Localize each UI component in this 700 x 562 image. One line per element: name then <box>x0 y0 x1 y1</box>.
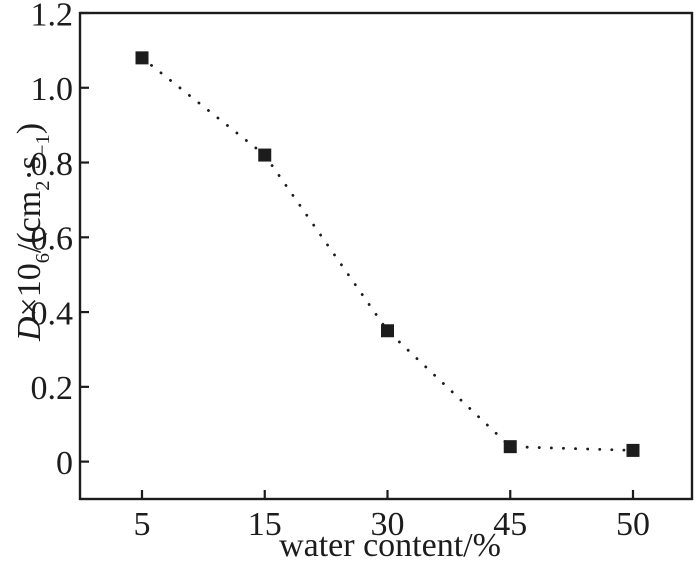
data-point-marker <box>135 51 149 65</box>
y-axis-title-part: 6 <box>31 253 54 264</box>
y-axis-title-part: /(cm <box>11 190 48 254</box>
data-point-marker <box>381 324 394 338</box>
data-line <box>140 56 635 452</box>
data-point-marker <box>626 443 640 457</box>
x-tick-label: 30 <box>371 506 405 543</box>
y-axis-title-part: −1 <box>31 134 54 156</box>
y-tick-label: 0.8 <box>31 146 74 183</box>
x-tick-label: 5 <box>134 506 151 543</box>
y-axis-title-part: ·s <box>11 156 48 181</box>
y-axis-title-part: 2 <box>31 180 54 191</box>
x-axis-title: water content/% <box>279 527 501 562</box>
y-tick-label: 0 <box>56 445 73 482</box>
y-tick-label: 0.2 <box>31 370 74 407</box>
x-tick-label: 45 <box>493 506 527 543</box>
y-tick-label: 0.4 <box>31 295 74 332</box>
data-point-marker <box>258 148 272 162</box>
y-axis-title-part: ×10 <box>11 263 48 317</box>
y-tick-label: 1.0 <box>31 71 74 108</box>
y-axis-title: D×106/(cm2·s−1) <box>11 122 54 342</box>
y-axis-title-part: ) <box>11 122 48 135</box>
x-tick-label: 50 <box>616 506 650 543</box>
y-axis-title-part: D <box>11 316 48 342</box>
plot-border <box>78 11 694 501</box>
x-tick-label: 15 <box>248 506 282 543</box>
data-point-marker <box>503 440 517 454</box>
y-tick-label: 1.2 <box>31 0 74 33</box>
y-tick-label: 0.6 <box>31 221 74 258</box>
